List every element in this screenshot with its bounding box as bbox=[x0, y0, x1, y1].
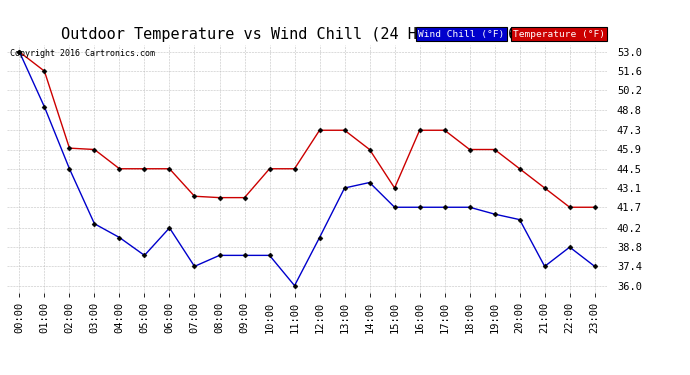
Text: Copyright 2016 Cartronics.com: Copyright 2016 Cartronics.com bbox=[10, 49, 155, 58]
Text: Temperature (°F): Temperature (°F) bbox=[513, 30, 605, 39]
Title: Outdoor Temperature vs Wind Chill (24 Hours)  20160422: Outdoor Temperature vs Wind Chill (24 Ho… bbox=[61, 27, 553, 42]
Text: Wind Chill (°F): Wind Chill (°F) bbox=[418, 30, 504, 39]
